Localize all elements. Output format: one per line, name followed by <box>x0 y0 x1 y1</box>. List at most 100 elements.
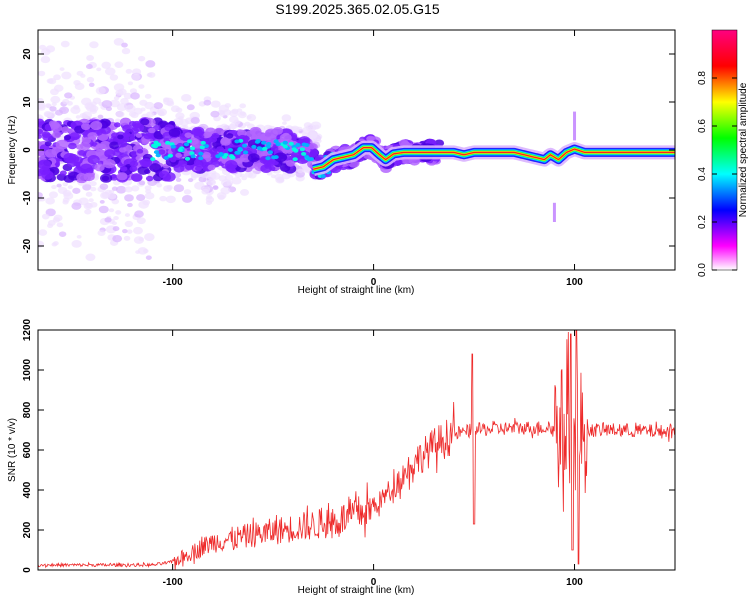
spectral-blob <box>213 185 219 190</box>
x-tick-label: -100 <box>163 577 183 588</box>
spectral-blob <box>308 131 318 139</box>
spectral-blob <box>224 174 234 182</box>
spectral-blob <box>113 96 120 101</box>
spectral-blob <box>202 186 211 193</box>
spectral-blob <box>274 173 284 181</box>
spectral-blob <box>163 97 170 103</box>
spectral-blob <box>122 131 131 138</box>
x-tick-label: 0 <box>371 277 377 288</box>
spectral-blob <box>60 126 70 133</box>
spectral-blob <box>47 223 54 229</box>
spectral-blob <box>231 177 242 185</box>
spectral-blob <box>86 64 93 70</box>
spectral-blob <box>189 137 199 145</box>
spectral-blob <box>265 156 271 161</box>
snr-plot-area <box>38 330 675 570</box>
spectral-blob <box>47 111 56 118</box>
spectral-blob <box>310 121 322 130</box>
x-tick-label: 100 <box>566 277 583 288</box>
spectral-blob <box>255 139 261 144</box>
spectral-blob <box>122 124 133 133</box>
y-tick-label: 400 <box>22 481 33 498</box>
spectrogram-marks <box>38 38 675 261</box>
spectral-blob <box>170 157 177 163</box>
spectral-blob <box>127 81 134 86</box>
spectral-blob <box>51 131 62 139</box>
spectral-blob <box>42 133 53 142</box>
y-tick-label: 0 <box>22 567 33 573</box>
spectral-blob <box>282 121 287 125</box>
spectral-blob <box>51 185 57 190</box>
spectral-blob <box>239 189 250 196</box>
colorbar-tick-label: 0.6 <box>697 119 708 133</box>
spectral-blob <box>168 128 181 138</box>
spectrogram-ylabel: Frequency (Hz) <box>7 116 18 185</box>
spectral-blob <box>198 151 204 156</box>
spectral-blob <box>151 143 157 148</box>
spectral-blob <box>229 122 239 129</box>
spectral-blob <box>62 197 70 203</box>
spectral-blob <box>186 139 193 144</box>
spectral-blob <box>112 226 120 232</box>
spectral-blob <box>99 200 105 204</box>
colorbar-tick-label: 0.0 <box>697 263 708 277</box>
spectral-blob <box>218 175 227 182</box>
spectral-blob <box>122 229 128 234</box>
spectral-blob <box>173 184 185 193</box>
spectral-blob <box>62 182 69 187</box>
spectral-blob <box>129 88 138 94</box>
spectral-blob <box>140 118 150 126</box>
y-tick-label: -20 <box>22 238 33 253</box>
y-tick-label: 20 <box>22 48 33 60</box>
spectral-blob <box>86 76 95 83</box>
spectral-blob <box>210 100 221 108</box>
spectral-blob <box>62 189 72 197</box>
spectral-blob <box>246 115 252 120</box>
spectral-blob <box>53 214 63 222</box>
spectral-blob <box>320 174 326 179</box>
spectral-blob <box>108 208 115 213</box>
spectral-blob <box>248 172 257 179</box>
spectral-blob <box>130 92 140 100</box>
spectral-blob <box>124 213 130 217</box>
spectral-blob <box>199 145 205 150</box>
spectral-blob <box>190 117 200 124</box>
spectral-blob <box>156 108 167 117</box>
spectral-blob <box>227 148 234 152</box>
spectral-blob <box>140 107 146 112</box>
spectral-blob <box>175 152 182 158</box>
spectrogram-xlabel: Height of straight line (km) <box>298 285 415 296</box>
spectral-blob <box>235 150 241 155</box>
spectral-blob <box>117 134 124 140</box>
spectral-blob <box>143 132 153 140</box>
spectral-blob <box>189 151 195 156</box>
spectral-blob <box>56 222 64 228</box>
spectral-blob <box>76 234 82 239</box>
spectral-blob <box>163 185 172 192</box>
spectral-blob <box>131 185 140 192</box>
spectral-blob <box>170 144 176 149</box>
spectral-blob <box>117 88 127 96</box>
spectral-blob <box>135 155 142 161</box>
spectral-blob <box>104 189 112 196</box>
spectral-blob <box>260 164 272 173</box>
spectral-blob <box>87 132 98 140</box>
spectral-blob <box>145 255 152 260</box>
spectral-blob <box>145 175 154 182</box>
spectral-blob <box>38 240 45 248</box>
spectral-blob <box>143 248 149 254</box>
colorbar-tick-label: 0.2 <box>697 215 708 229</box>
spectral-blob <box>207 164 216 171</box>
snr-xlabel: Height of straight line (km) <box>298 585 415 596</box>
spectral-blob <box>242 150 249 155</box>
colorbar-label: Normalized spectral amplitude <box>738 82 749 217</box>
spectral-blob <box>228 154 235 159</box>
spectral-blob <box>220 137 231 146</box>
spectral-blob <box>182 194 193 203</box>
spectral-blob <box>125 68 133 74</box>
spectral-blob <box>85 253 96 261</box>
spectral-blob <box>210 180 216 184</box>
spectral-blob <box>136 194 146 202</box>
y-tick-label: 1000 <box>22 358 33 381</box>
